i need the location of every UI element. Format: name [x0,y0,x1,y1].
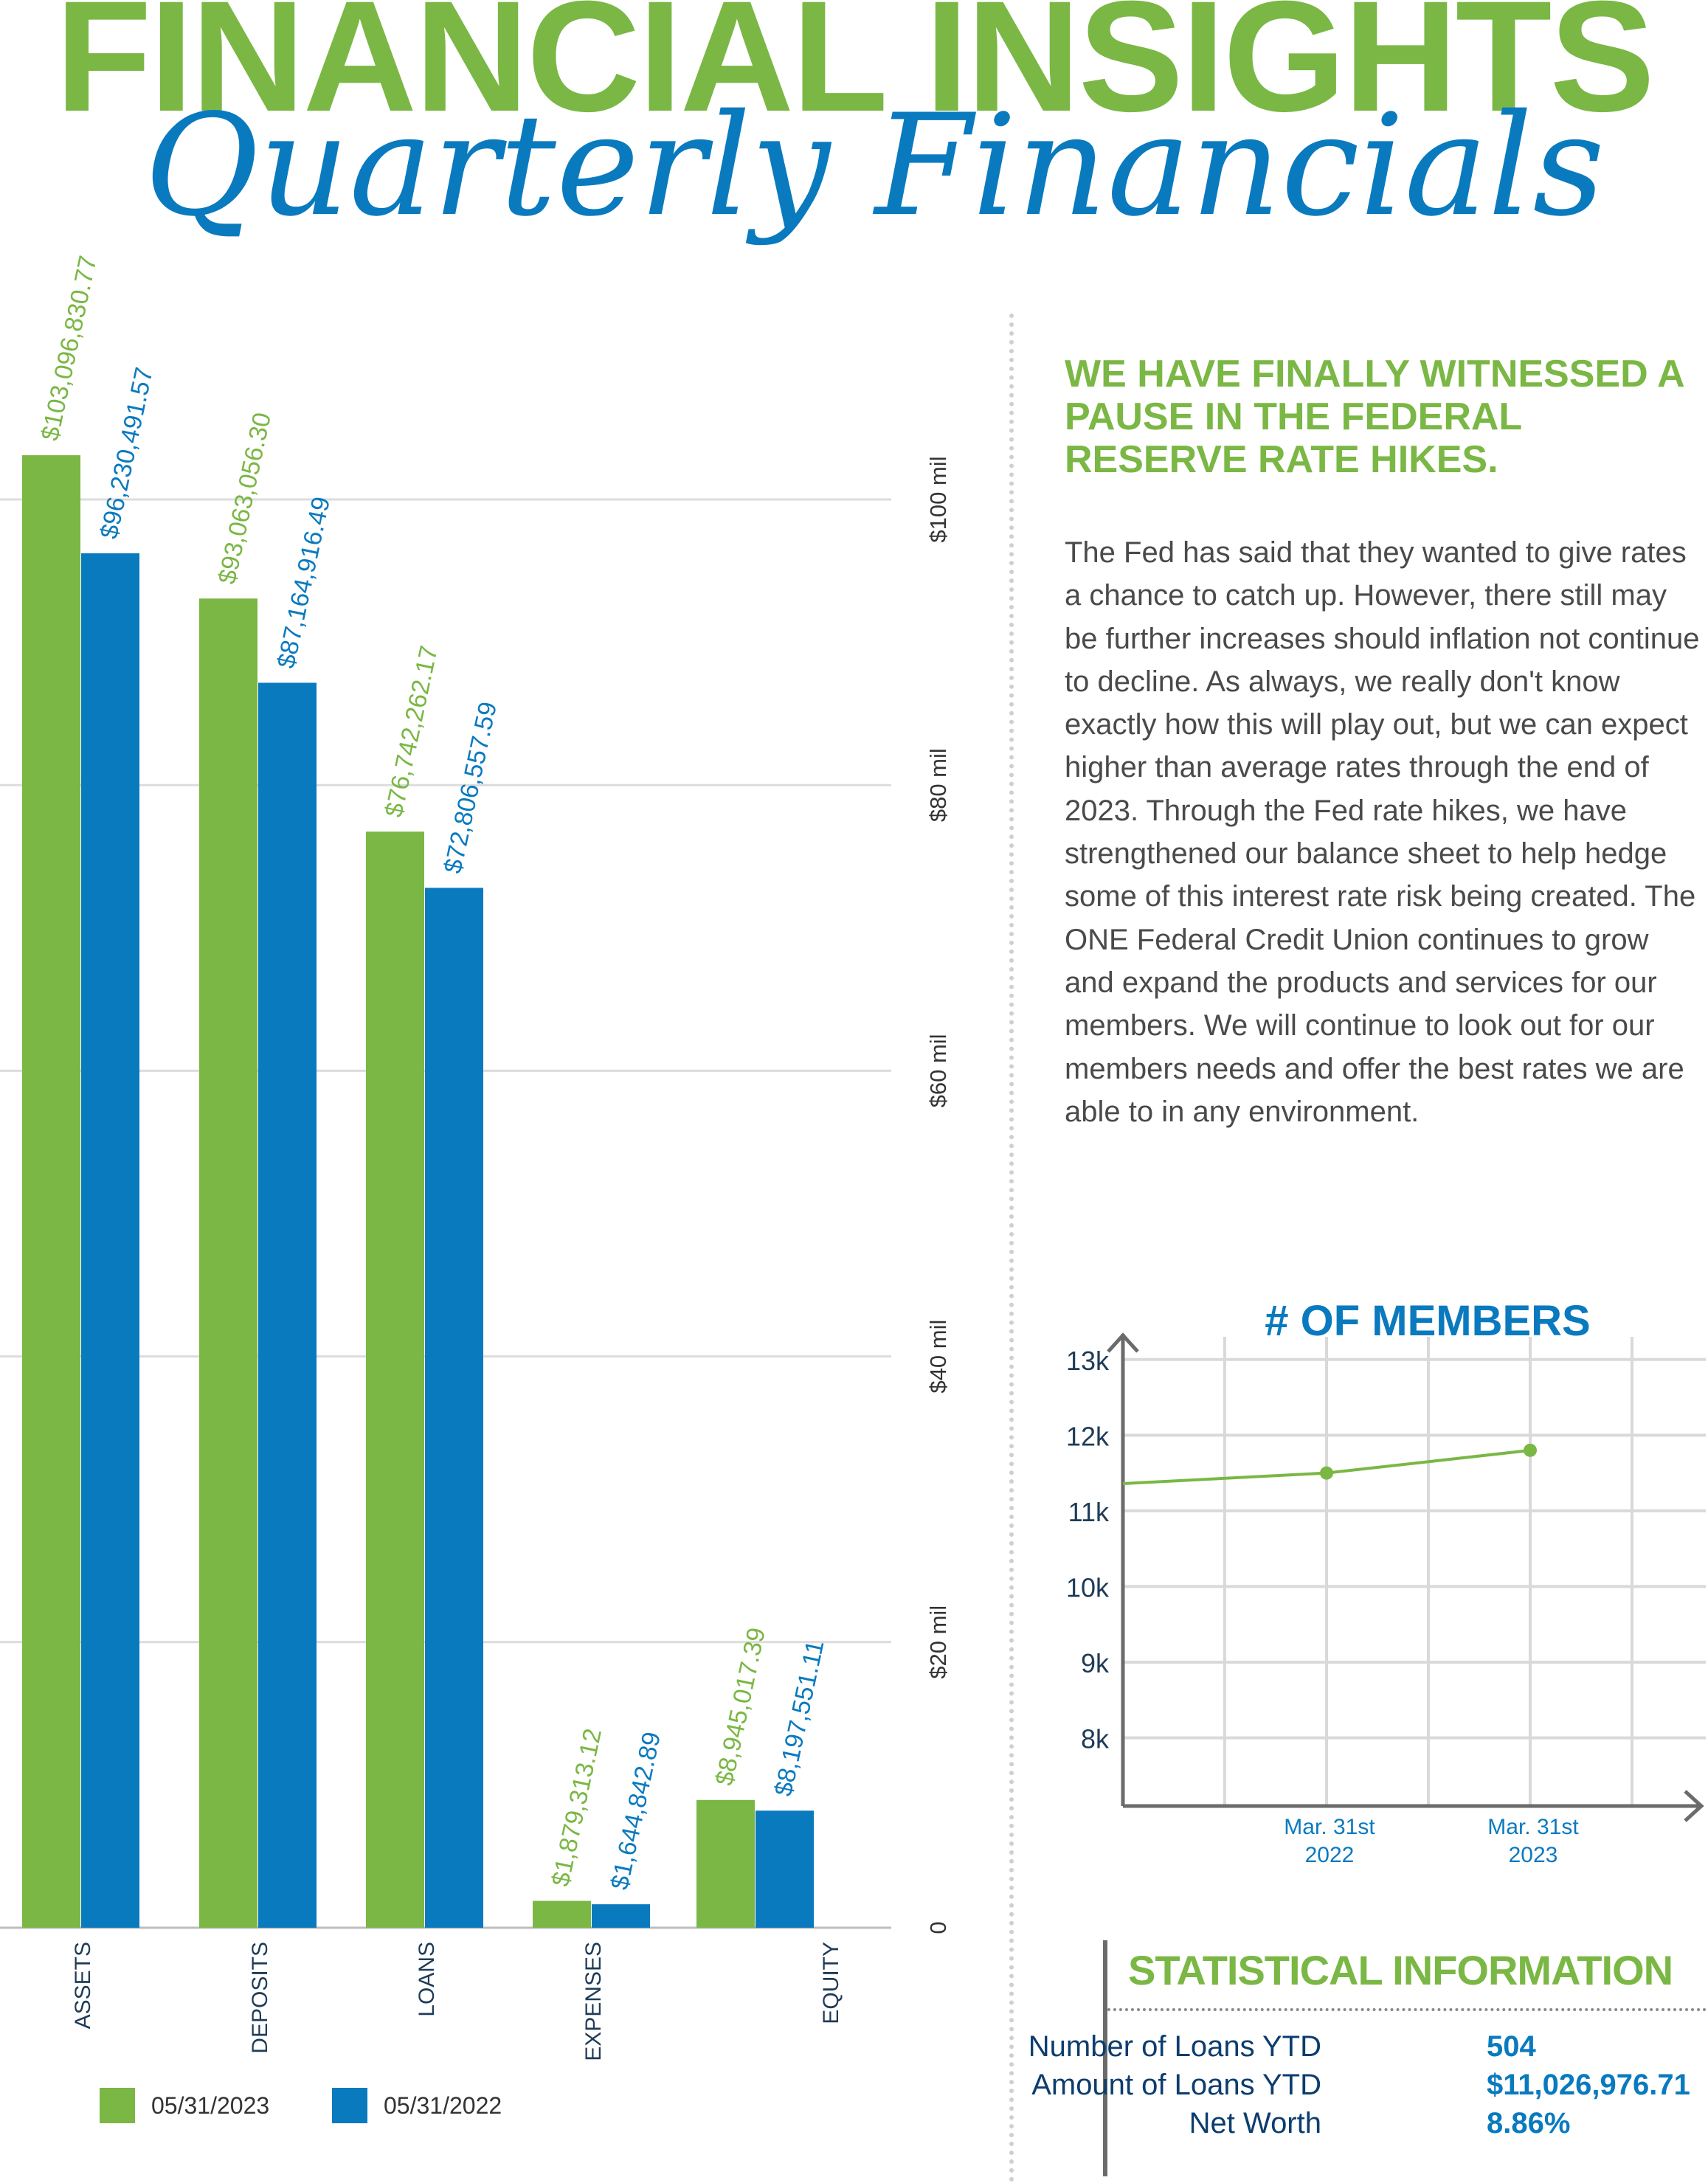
members-y-tick-label: 13k [1066,1346,1110,1376]
members-x-label-1-line2: 2022 [1305,1843,1355,1867]
legend-label-2023: 05/31/2023 [151,2092,270,2119]
legend-swatch-2022 [332,2088,367,2123]
column-divider [1009,314,1014,2183]
stat-row-net-worth: Net Worth 8.86% [1107,2107,1708,2145]
category-label-equity: EQUITY [819,1942,843,2024]
statistics-divider [1107,2008,1708,2011]
members-x-label-2-line2: 2023 [1509,1843,1558,1867]
stat-label: Amount of Loans YTD [1031,2069,1321,2101]
y-tick-label: $40 mil [925,1320,951,1394]
stat-value: 504 [1487,2030,1536,2063]
article-heading: WE HAVE FINALLY WITNESSED A PAUSE IN THE… [1065,353,1684,481]
legend-swatch-2023 [100,2088,135,2123]
bar-expenses-05-31-2023 [533,1900,591,1928]
members-point-mar-31st-2022 [1320,1466,1333,1480]
stat-value: 8.86% [1487,2107,1571,2139]
bar-loans-05-31-2022 [425,888,483,1928]
members-y-tick-label: 9k [1081,1648,1110,1678]
members-point-mar-31st-2023 [1524,1443,1537,1457]
category-label-deposits: DEPOSITS [248,1942,272,2054]
members-y-tick-label: 8k [1081,1724,1110,1754]
stat-label: Number of Loans YTD [1028,2030,1321,2063]
stat-value: $11,026,976.71 [1487,2069,1690,2101]
members-y-tick-label: 10k [1066,1573,1110,1603]
page-subtitle: Quarterly Financials [144,84,1605,247]
bar-expenses-05-31-2022 [592,1904,650,1928]
bar-loans-05-31-2023 [366,831,424,1928]
page-title: FINANCIAL INSIGHTS [55,0,1655,145]
bar-equity-05-31-2022 [756,1810,814,1928]
y-tick-label: $100 mil [925,456,951,542]
bar-equity-05-31-2023 [696,1799,755,1928]
article-body: The Fed has said that they wanted to giv… [1065,536,1700,1128]
bar-assets-05-31-2022 [81,553,139,1928]
stat-label: Net Worth [1189,2107,1321,2139]
y-tick-label: $20 mil [925,1605,951,1679]
bar-deposits-05-31-2023 [199,598,257,1928]
y-tick-label: $80 mil [925,748,951,822]
stat-row-number-of-loans: Number of Loans YTD 504 [1028,2030,1708,2069]
statistics-panel: STATISTICAL INFORMATION Number of Loans … [1028,1940,1708,2176]
y-tick-label: $60 mil [925,1034,951,1107]
bar-deposits-05-31-2022 [258,682,317,1928]
category-label-assets: ASSETS [71,1942,95,2029]
statistics-title: STATISTICAL INFORMATION [1128,1947,1673,1993]
members-y-axis-arrow [1107,1332,1139,1353]
members-x-axis-arrow [1684,1790,1704,1822]
members-x-label-2-line1: Mar. 31st [1487,1815,1579,1839]
members-y-tick-label: 12k [1066,1421,1110,1451]
y-tick-label: 0 [925,1921,951,1934]
legend-label-2022: 05/31/2022 [384,2092,502,2119]
financials-bar-chart: 0$20 mil$40 mil$60 mil$80 mil$100 mil$10… [0,253,951,2061]
stat-row-amount-of-loans: Amount of Loans YTD $11,026,976.71 [1031,2069,1708,2107]
members-x-label-1-line1: Mar. 31st [1284,1815,1375,1839]
category-label-loans: LOANS [415,1942,439,2017]
category-label-expenses: EXPENSES [581,1942,606,2061]
bar-assets-05-31-2023 [22,455,80,1928]
members-y-tick-label: 11k [1068,1497,1110,1527]
